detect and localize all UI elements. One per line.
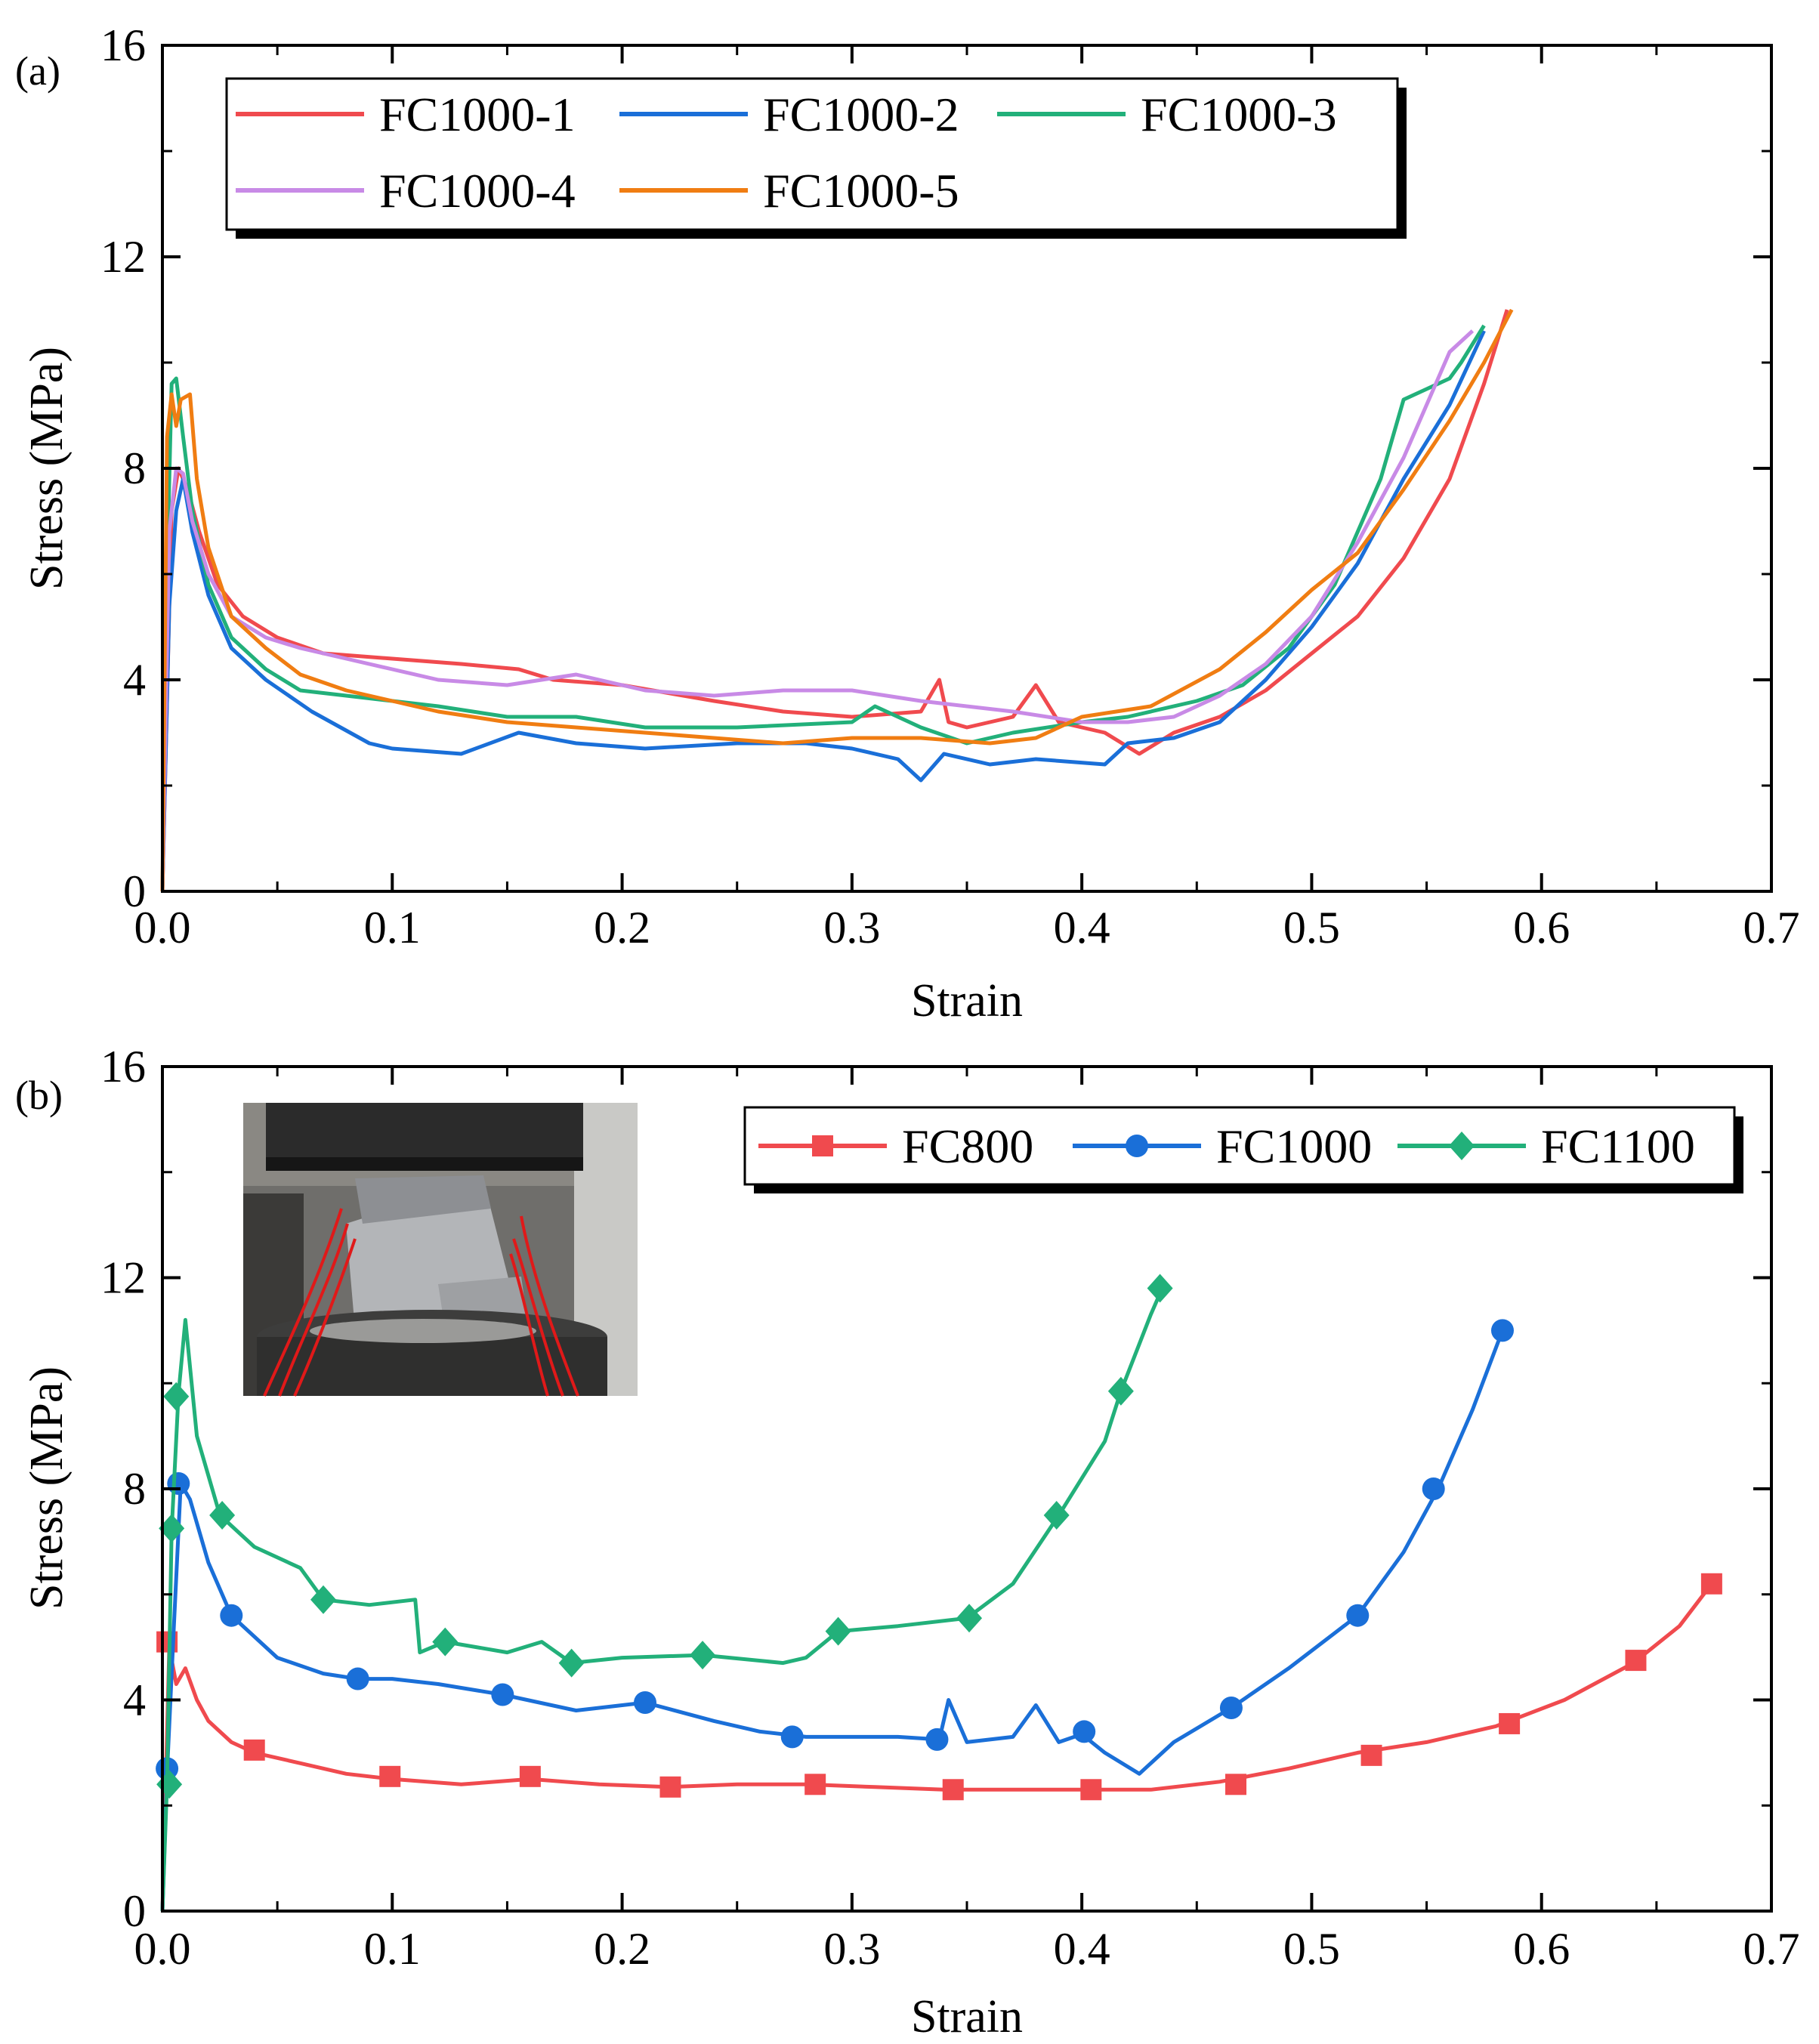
- x-tick-label: 0.4: [1054, 1924, 1110, 1974]
- x-tick-label: 0.4: [1054, 903, 1110, 953]
- data-point-fc1000: [1346, 1604, 1370, 1627]
- y-tick-label: 16: [100, 1042, 146, 1091]
- panel-b-legend: FC800 FC1000 FC1100: [743, 1106, 1743, 1193]
- y-tick-label: 12: [100, 1253, 146, 1303]
- x-tick-label: 0.3: [823, 903, 880, 953]
- x-tick-label: 0.7: [1743, 903, 1800, 953]
- data-point-fc1100: [1147, 1274, 1173, 1303]
- y-tick-label: 8: [123, 443, 146, 493]
- data-point-fc1100: [159, 1514, 185, 1543]
- series-line-fc1100: [160, 1287, 1164, 1912]
- legend-label-fc800: FC800: [902, 1119, 1033, 1173]
- data-point-fc1100: [956, 1604, 983, 1633]
- panel-a-series: [160, 308, 1514, 892]
- data-point-fc1100: [558, 1648, 585, 1678]
- legend-label-fc1000-2: FC1000-2: [763, 88, 959, 141]
- x-tick-label: 0.6: [1513, 903, 1570, 953]
- data-point-fc1000: [220, 1604, 243, 1627]
- data-point-fc1000: [925, 1728, 949, 1751]
- panel-a-legend: FC1000-1 FC1000-2 FC1000-3 FC1000-4 FC1000-5: [225, 77, 1407, 239]
- data-point-fc800: [804, 1774, 826, 1795]
- data-point-fc1100: [690, 1641, 716, 1670]
- legend-label-fc1000-4: FC1000-4: [379, 164, 576, 218]
- data-point-fc1000: [1219, 1696, 1243, 1719]
- panel-b-label: (b): [15, 1073, 63, 1118]
- data-point-fc1000: [1073, 1720, 1096, 1743]
- x-tick-label: 0.2: [594, 1924, 650, 1974]
- panel-a-label: (a): [15, 48, 60, 94]
- y-tick-label: 12: [100, 232, 146, 282]
- data-point-fc1100: [432, 1627, 459, 1657]
- data-point-fc800: [1499, 1712, 1521, 1734]
- y-tick-label: 8: [123, 1464, 146, 1514]
- x-tick-label: 0.7: [1743, 1924, 1800, 1974]
- legend-marker-fc1100: [1449, 1132, 1475, 1160]
- data-point-fc1000: [346, 1667, 369, 1690]
- data-point-fc1000: [1422, 1477, 1445, 1500]
- panel-a-x-axis-title: Strain: [911, 975, 1023, 1027]
- data-point-fc800: [942, 1779, 964, 1801]
- legend-label-fc1000-5: FC1000-5: [763, 164, 959, 218]
- panel-b-y-axis-title: Stress (MPa): [21, 1366, 73, 1610]
- data-point-fc1000: [491, 1683, 514, 1706]
- data-point-fc1100: [209, 1500, 236, 1530]
- data-point-fc1000: [1490, 1319, 1514, 1342]
- panel-b-ticks: 0.0 0.1 0.2 0.3 0.4 0.5 0.6 0.7 0 4 8 12 16: [100, 1042, 1800, 1974]
- x-tick-label: 0.1: [364, 1924, 421, 1974]
- x-tick-label: 0.2: [594, 903, 650, 953]
- x-tick-label: 0.1: [364, 903, 421, 953]
- panel-b: (b) 0.0 0.1 0.2 0.3 0.4 0.5 0.6 0.7 0 4 8 12 16 Stra…: [15, 1042, 1800, 2042]
- x-tick-label: 0.0: [134, 903, 191, 953]
- data-point-fc800: [1225, 1774, 1247, 1795]
- data-point-fc800: [659, 1776, 681, 1798]
- compression-test-photo: [243, 1103, 638, 1397]
- panel-a-y-axis-title: Stress (MPa): [21, 347, 73, 590]
- series-line-fc1000-1: [160, 309, 1509, 892]
- legend-label-fc1000-1: FC1000-1: [379, 88, 576, 141]
- data-point-fc1100: [310, 1585, 336, 1614]
- data-point-fc800: [1700, 1573, 1722, 1595]
- data-point-fc1100: [1043, 1500, 1070, 1530]
- data-point-fc800: [379, 1765, 401, 1787]
- data-point-fc1100: [825, 1616, 851, 1646]
- x-tick-label: 0.6: [1513, 1924, 1570, 1974]
- data-point-fc800: [519, 1765, 541, 1787]
- legend-marker-fc1000: [1126, 1135, 1148, 1157]
- data-point-fc800: [1080, 1779, 1102, 1801]
- data-point-fc800: [1360, 1744, 1382, 1766]
- y-tick-label: 0: [123, 1886, 146, 1936]
- legend-label-fc1100: FC1100: [1541, 1119, 1695, 1173]
- legend-marker-fc800: [812, 1135, 833, 1156]
- series-line-fc800: [160, 1582, 1713, 1912]
- x-tick-label: 0.3: [823, 1924, 880, 1974]
- data-point-fc1000: [167, 1472, 190, 1496]
- x-tick-label: 0.5: [1283, 903, 1340, 953]
- panel-b-x-axis-title: Strain: [911, 1991, 1023, 2042]
- panel-a-ticks: 0.0 0.1 0.2 0.3 0.4 0.5 0.6 0.7 0 4 8 12 16: [100, 20, 1800, 953]
- legend-label-fc1000: FC1000: [1216, 1119, 1372, 1173]
- data-point-fc1100: [1107, 1376, 1134, 1406]
- data-point-fc1000: [780, 1725, 804, 1749]
- y-tick-label: 4: [123, 655, 146, 705]
- data-point-fc800: [243, 1739, 265, 1761]
- series-line-fc1000-4: [160, 329, 1475, 892]
- data-point-fc800: [1625, 1650, 1647, 1672]
- panel-a: (a) 0.0 0.1 0.2 0.3 0.4 0.5 0.6 0.7 0 4 8 12 16 Stra…: [15, 20, 1800, 1027]
- data-point-fc1000: [634, 1690, 656, 1714]
- y-tick-label: 16: [100, 20, 146, 70]
- legend-label-fc1000-3: FC1000-3: [1141, 88, 1337, 141]
- y-tick-label: 0: [123, 866, 146, 916]
- series-line-fc1000-5: [160, 308, 1514, 892]
- y-tick-label: 4: [123, 1675, 146, 1725]
- x-tick-label: 0.0: [134, 1924, 191, 1974]
- data-point-fc1100: [163, 1382, 190, 1411]
- x-tick-label: 0.5: [1283, 1924, 1340, 1974]
